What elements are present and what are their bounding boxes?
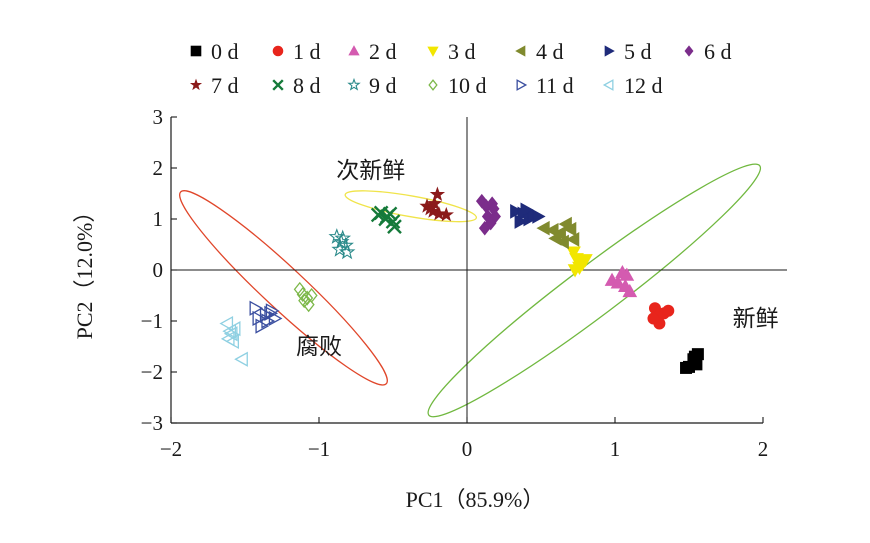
x-tick-label: −1 <box>308 437 330 461</box>
y-tick-label: 0 <box>153 258 164 282</box>
y-tick-label: 2 <box>153 156 164 180</box>
point-11d <box>264 305 278 321</box>
point-7d <box>422 200 438 216</box>
y-tick-label: 3 <box>153 105 164 129</box>
legend-label-10d: 10 d <box>448 73 487 98</box>
point-6d <box>478 220 491 236</box>
group-ellipse-1 <box>427 163 762 418</box>
x-tick-label: 0 <box>462 437 473 461</box>
point-4d <box>566 232 580 247</box>
legend-label-1d: 1 d <box>293 39 321 64</box>
point-8d <box>387 219 402 234</box>
point-1d <box>662 304 675 317</box>
point-2d <box>610 275 626 289</box>
point-5d <box>532 209 546 224</box>
group-label-3: 次新鲜 <box>336 158 405 184</box>
legend-marker-8d <box>272 79 284 91</box>
point-11d <box>265 303 280 319</box>
legend-marker-1d <box>272 45 284 57</box>
point-12d <box>219 315 234 332</box>
x-tick-label: 1 <box>610 437 621 461</box>
point-4d <box>536 220 550 236</box>
point-11d <box>268 310 283 327</box>
y-tick-label: −1 <box>141 309 163 333</box>
legend-marker-3d <box>427 46 439 57</box>
point-7d <box>429 186 446 202</box>
point-5d <box>520 202 534 218</box>
point-7d <box>431 205 447 221</box>
point-6d <box>487 201 500 217</box>
legend-marker-4d <box>515 45 526 57</box>
point-10d <box>301 290 314 306</box>
point-9d <box>331 240 349 257</box>
group-label-2: 腐败 <box>296 334 342 360</box>
legend: 0 d 1 d 2 d 3 d 4 d 5 d 6 d 7 d 8 d 9 d 10 d 11 d 12… <box>189 39 732 98</box>
point-2d <box>619 267 635 281</box>
legend-marker-5d <box>604 45 615 57</box>
legend-label-8d: 8 d <box>293 73 321 98</box>
legend-label-0d: 0 d <box>211 39 239 64</box>
legend-label-11d: 11 d <box>536 73 574 98</box>
y-tick-label: −3 <box>141 411 163 435</box>
legend-marker-0d <box>190 45 202 57</box>
legend-label-6d: 6 d <box>704 39 732 64</box>
legend-marker-6d <box>684 45 694 57</box>
point-0d <box>687 353 700 366</box>
legend-label-4d: 4 d <box>536 39 564 64</box>
point-8d <box>379 209 395 224</box>
point-4d <box>563 221 577 237</box>
point-2d <box>622 283 638 298</box>
x-tick-label: 2 <box>758 437 769 461</box>
data-points <box>219 186 704 374</box>
legend-label-12d: 12 d <box>624 73 663 98</box>
point-5d <box>514 214 528 229</box>
group-label-2: 新鲜 <box>733 306 779 332</box>
point-12d <box>234 351 248 367</box>
legend-label-9d: 9 d <box>369 73 397 98</box>
point-3d <box>578 254 593 268</box>
point-5d <box>510 204 524 219</box>
legend-label-3d: 3 d <box>448 39 476 64</box>
x-tick-label: −2 <box>160 437 182 461</box>
point-3d <box>566 246 581 260</box>
point-10d <box>302 297 315 313</box>
legend-marker-7d <box>189 78 203 91</box>
point-9d <box>334 229 352 246</box>
legend-label-2d: 2 d <box>369 39 397 64</box>
legend-marker-11d <box>516 79 528 91</box>
legend-marker-9d <box>347 77 361 91</box>
point-4d <box>555 234 569 250</box>
point-10d <box>293 281 306 297</box>
point-11d <box>249 300 264 316</box>
legend-label-7d: 7 d <box>211 73 239 98</box>
point-9d <box>338 243 356 260</box>
point-3d <box>567 264 583 278</box>
point-12d <box>226 321 241 337</box>
point-0d <box>680 361 693 374</box>
legend-marker-12d <box>602 79 614 91</box>
y-axis-title: PC2（12.0%） <box>72 201 97 340</box>
y-tick-label: 1 <box>153 207 164 231</box>
point-7d <box>438 206 454 222</box>
group-ellipses <box>179 163 762 418</box>
legend-marker-2d <box>348 45 360 56</box>
group-ellipse-2 <box>344 190 478 223</box>
point-1d <box>647 312 660 325</box>
x-axis-title: PC1（85.9%） <box>406 487 545 512</box>
legend-marker-10d <box>428 79 438 91</box>
legend-label-5d: 5 d <box>624 39 652 64</box>
group-ellipse-3 <box>179 190 388 386</box>
y-tick-label: −2 <box>141 360 163 384</box>
